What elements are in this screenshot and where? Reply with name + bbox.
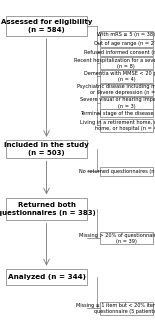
Text: No returned questionnaires (n = 119): No returned questionnaires (n = 119) [79, 168, 155, 174]
Text: Living in a retirement home, nursing
home, or hospital (n = 4): Living in a retirement home, nursing hom… [80, 120, 155, 131]
FancyBboxPatch shape [100, 57, 153, 69]
FancyBboxPatch shape [100, 109, 153, 117]
Text: With mRS ≥ 5 (n = 38): With mRS ≥ 5 (n = 38) [97, 32, 155, 37]
Text: Refused informed consent (n = 4): Refused informed consent (n = 4) [84, 50, 155, 55]
Text: Severe visual or hearing impairment
(n = 3): Severe visual or hearing impairment (n =… [80, 98, 155, 109]
FancyBboxPatch shape [100, 232, 153, 244]
Text: Missing ≥ 1 item but < 20% items of any
questionnaire (5 patients): Missing ≥ 1 item but < 20% items of any … [76, 303, 155, 314]
FancyBboxPatch shape [100, 70, 153, 83]
Text: Psychiatric disease including moderate
or severe depression (n = 3): Psychiatric disease including moderate o… [77, 84, 155, 95]
FancyBboxPatch shape [100, 167, 153, 176]
Text: Dementia with MMSE < 20 points
(n = 4): Dementia with MMSE < 20 points (n = 4) [84, 71, 155, 82]
Text: Analyzed (n = 344): Analyzed (n = 344) [7, 274, 86, 280]
FancyBboxPatch shape [6, 140, 87, 158]
Text: Returned both
questionnaires (n = 383): Returned both questionnaires (n = 383) [0, 202, 96, 216]
FancyBboxPatch shape [6, 198, 87, 220]
FancyBboxPatch shape [100, 31, 153, 39]
FancyBboxPatch shape [6, 269, 87, 285]
Text: Missing > 20% of questionnaire items
(n = 39): Missing > 20% of questionnaire items (n … [79, 233, 155, 244]
FancyBboxPatch shape [100, 119, 153, 132]
Text: Terminal stage of the disease (n = 1): Terminal stage of the disease (n = 1) [80, 110, 155, 116]
Text: Assessed for eligibility
(n = 584): Assessed for eligibility (n = 584) [1, 19, 92, 33]
FancyBboxPatch shape [100, 40, 153, 48]
Text: Out of age range (n = 27): Out of age range (n = 27) [94, 41, 155, 46]
FancyBboxPatch shape [6, 16, 87, 36]
FancyBboxPatch shape [100, 48, 153, 56]
FancyBboxPatch shape [100, 302, 153, 315]
FancyBboxPatch shape [100, 97, 153, 109]
Text: Included in the study
(n = 503): Included in the study (n = 503) [4, 142, 89, 156]
FancyBboxPatch shape [100, 84, 153, 96]
Text: Recent hospitalization for a severe illness
(n = 8): Recent hospitalization for a severe illn… [74, 58, 155, 69]
